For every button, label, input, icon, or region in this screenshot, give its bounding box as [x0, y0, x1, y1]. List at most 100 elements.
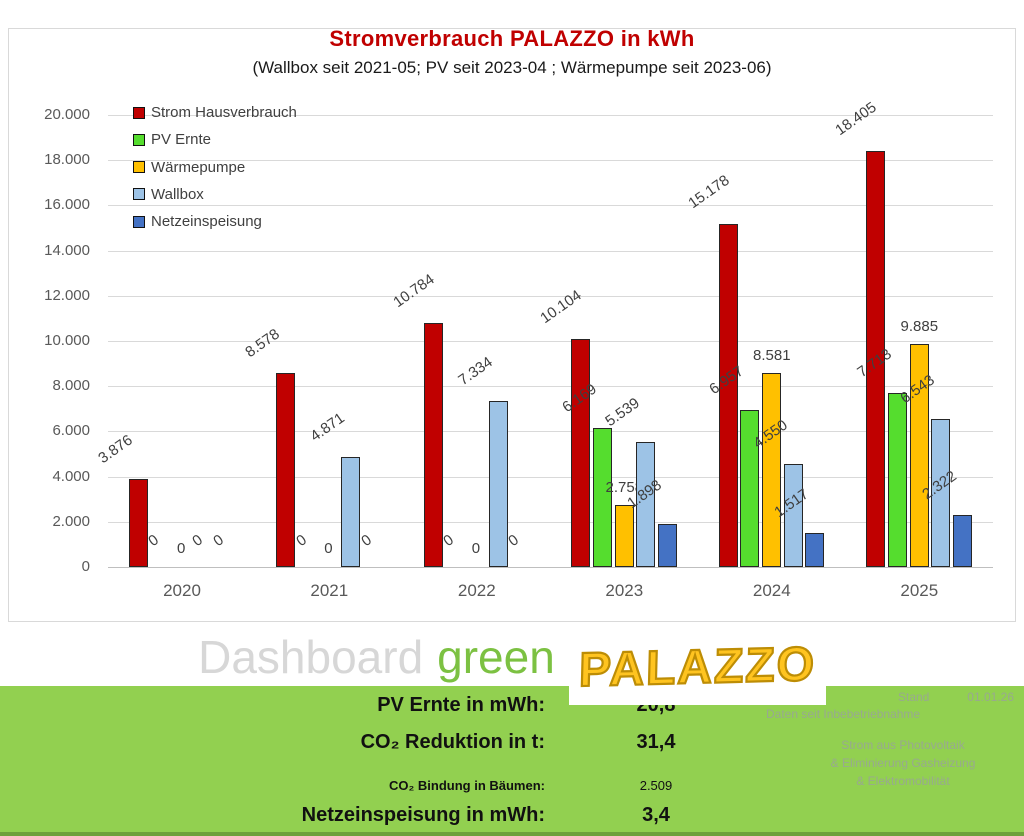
- bar-strom-hausverbrauch-2020: [129, 479, 148, 567]
- bar-netzeinspeisung-2024: [805, 532, 825, 567]
- kpi-label-co2-reduktion: CO₂ Reduktion in t:: [360, 731, 545, 753]
- bar-zero-label: 0: [292, 531, 310, 550]
- gridline: [108, 160, 993, 162]
- bar-value-label: 18.405: [832, 98, 880, 140]
- panel-bottom-strip: [0, 832, 1024, 836]
- legend-swatch-wärmepumpe: [133, 161, 145, 174]
- gridline: [108, 341, 993, 342]
- bar-value-label: 5.539: [602, 394, 643, 430]
- bar-wärmepumpe-2023: [614, 504, 634, 567]
- bar-strom-hausverbrauch-2025: [866, 151, 886, 567]
- gridline: [108, 250, 993, 252]
- chart-title: Stromverbrauch PALAZZO in kWh: [329, 26, 695, 51]
- bar-pv-ernte-2024: [740, 409, 760, 567]
- gridline: [108, 115, 993, 116]
- bar-value-label: 10.104: [537, 286, 585, 327]
- y-axis-tick-label: 0: [81, 558, 90, 575]
- legend-label: Wallbox: [151, 185, 204, 203]
- stand-label: Stand: [898, 690, 930, 704]
- bar-wallbox-2023: [636, 441, 656, 567]
- bar-zero-label: 0: [177, 540, 186, 557]
- legend-item-netzeinspeisung: Netzeinspeisung: [133, 213, 262, 230]
- bar-value-label: 8.578: [242, 325, 284, 362]
- stand-row: Stand 01.01.26: [898, 690, 1014, 704]
- gridline: [108, 386, 993, 388]
- y-axis-tick-label: 8.000: [52, 377, 90, 395]
- legend-item-strom-hausverbrauch: Strom Hausverbrauch: [133, 104, 297, 121]
- y-axis-tick-label: 12.000: [44, 286, 90, 304]
- gridline: [108, 521, 993, 523]
- legend-item-pv-ernte: PV Ernte: [133, 131, 211, 148]
- y-axis-tick-label: 4.000: [52, 467, 90, 485]
- bar-value-label: 7.334: [454, 353, 496, 390]
- bar-zero-label: 0: [210, 531, 228, 550]
- bar-wallbox-2021: [341, 456, 361, 567]
- chart-panel: [8, 28, 1016, 622]
- bar-strom-hausverbrauch-2023: [571, 338, 591, 567]
- y-axis-tick-label: 18.000: [44, 151, 90, 169]
- legend-swatch-pv-ernte: [133, 133, 145, 146]
- bar-netzeinspeisung-2023: [657, 524, 677, 567]
- legend-label: Strom Hausverbrauch: [151, 104, 297, 121]
- branding-green-text: green: [437, 631, 555, 683]
- bar-value-label: 4.871: [307, 409, 348, 445]
- bar-value-label: 2.758: [605, 478, 644, 496]
- bar-zero-label: 0: [471, 540, 481, 557]
- bar-zero-label: 0: [188, 531, 206, 550]
- y-axis-tick-label: 2.000: [52, 512, 90, 530]
- note-block: Strom aus Photovoltaik & Eliminierung Ga…: [790, 736, 1016, 790]
- y-axis-tick-label: 20.000: [44, 106, 90, 123]
- x-axis-category-label: 2024: [752, 581, 791, 600]
- legend-label: PV Ernte: [151, 131, 212, 149]
- x-axis-category-label: 2021: [310, 581, 349, 600]
- kpi-value-netzeinspeisung: 3,4: [642, 804, 670, 826]
- legend-swatch-wallbox: [133, 188, 145, 201]
- legend-label: Wärmepumpe: [151, 158, 246, 176]
- bar-wärmepumpe-2024: [762, 373, 781, 567]
- y-axis-tick-label: 14.000: [44, 241, 90, 259]
- bar-zero-label: 0: [505, 531, 522, 550]
- x-axis-category-label: 2020: [163, 581, 201, 600]
- bar-zero-label: 0: [440, 531, 458, 550]
- y-axis-tick-label: 16.000: [44, 196, 90, 214]
- palazzo-logo-box: PALAZZO: [568, 637, 826, 705]
- bar-value-label: 9.885: [900, 317, 939, 335]
- note-emobilitaet: & Elektromobilität: [856, 774, 950, 788]
- gridline: [108, 567, 993, 568]
- y-axis-tick-label: 6.000: [52, 422, 90, 440]
- bar-pv-ernte-2023: [592, 427, 612, 567]
- x-axis-category-label: 2025: [900, 581, 939, 600]
- bar-value-label: 3.876: [95, 431, 136, 468]
- note-daten-seit: Daten seit Inbebetriebnahme: [766, 707, 921, 721]
- palazzo-logo: PALAZZO: [577, 637, 818, 698]
- kpi-value-co2-bindung: 2.509: [639, 778, 673, 793]
- legend-swatch-strom-hausverbrauch: [133, 106, 145, 119]
- legend-swatch-netzeinspeisung: [133, 215, 145, 228]
- x-axis-category-label: 2022: [457, 581, 496, 600]
- branding-row: Dashboard green PALAZZO: [0, 628, 1024, 705]
- gridline: [108, 431, 993, 433]
- bar-strom-hausverbrauch-2022: [423, 323, 443, 567]
- kpi-panel: PV Ernte in mWh: 20,8 CO₂ Reduktion in t…: [0, 686, 1024, 836]
- legend-item-wärmepumpe: Wärmepumpe: [133, 159, 245, 176]
- legend-item-wallbox: Wallbox: [133, 186, 204, 203]
- gridline: [108, 476, 993, 478]
- gridline: [108, 205, 993, 207]
- kpi-value-co2-reduktion: 31,4: [636, 731, 676, 753]
- kpi-label-netzeinspeisung: Netzeinspeisung in mWh:: [301, 804, 545, 826]
- bar-strom-hausverbrauch-2024: [718, 223, 738, 567]
- kpi-label-pv-ernte: PV Ernte in mWh:: [377, 694, 545, 716]
- legend-label: Netzeinspeisung: [151, 213, 262, 231]
- bar-netzeinspeisung-2025: [952, 514, 972, 567]
- bar-zero-label: 0: [324, 540, 333, 557]
- bar-value-label: 8.581: [753, 347, 791, 365]
- bar-zero-label: 0: [357, 531, 375, 550]
- y-axis-tick-label: 10.000: [44, 332, 90, 349]
- bar-strom-hausverbrauch-2021: [276, 373, 296, 567]
- bar-value-label: 10.784: [390, 271, 438, 312]
- note-photovoltaik: Strom aus Photovoltaik: [841, 738, 965, 752]
- gridline: [108, 295, 993, 297]
- bar-wallbox-2022: [488, 401, 508, 567]
